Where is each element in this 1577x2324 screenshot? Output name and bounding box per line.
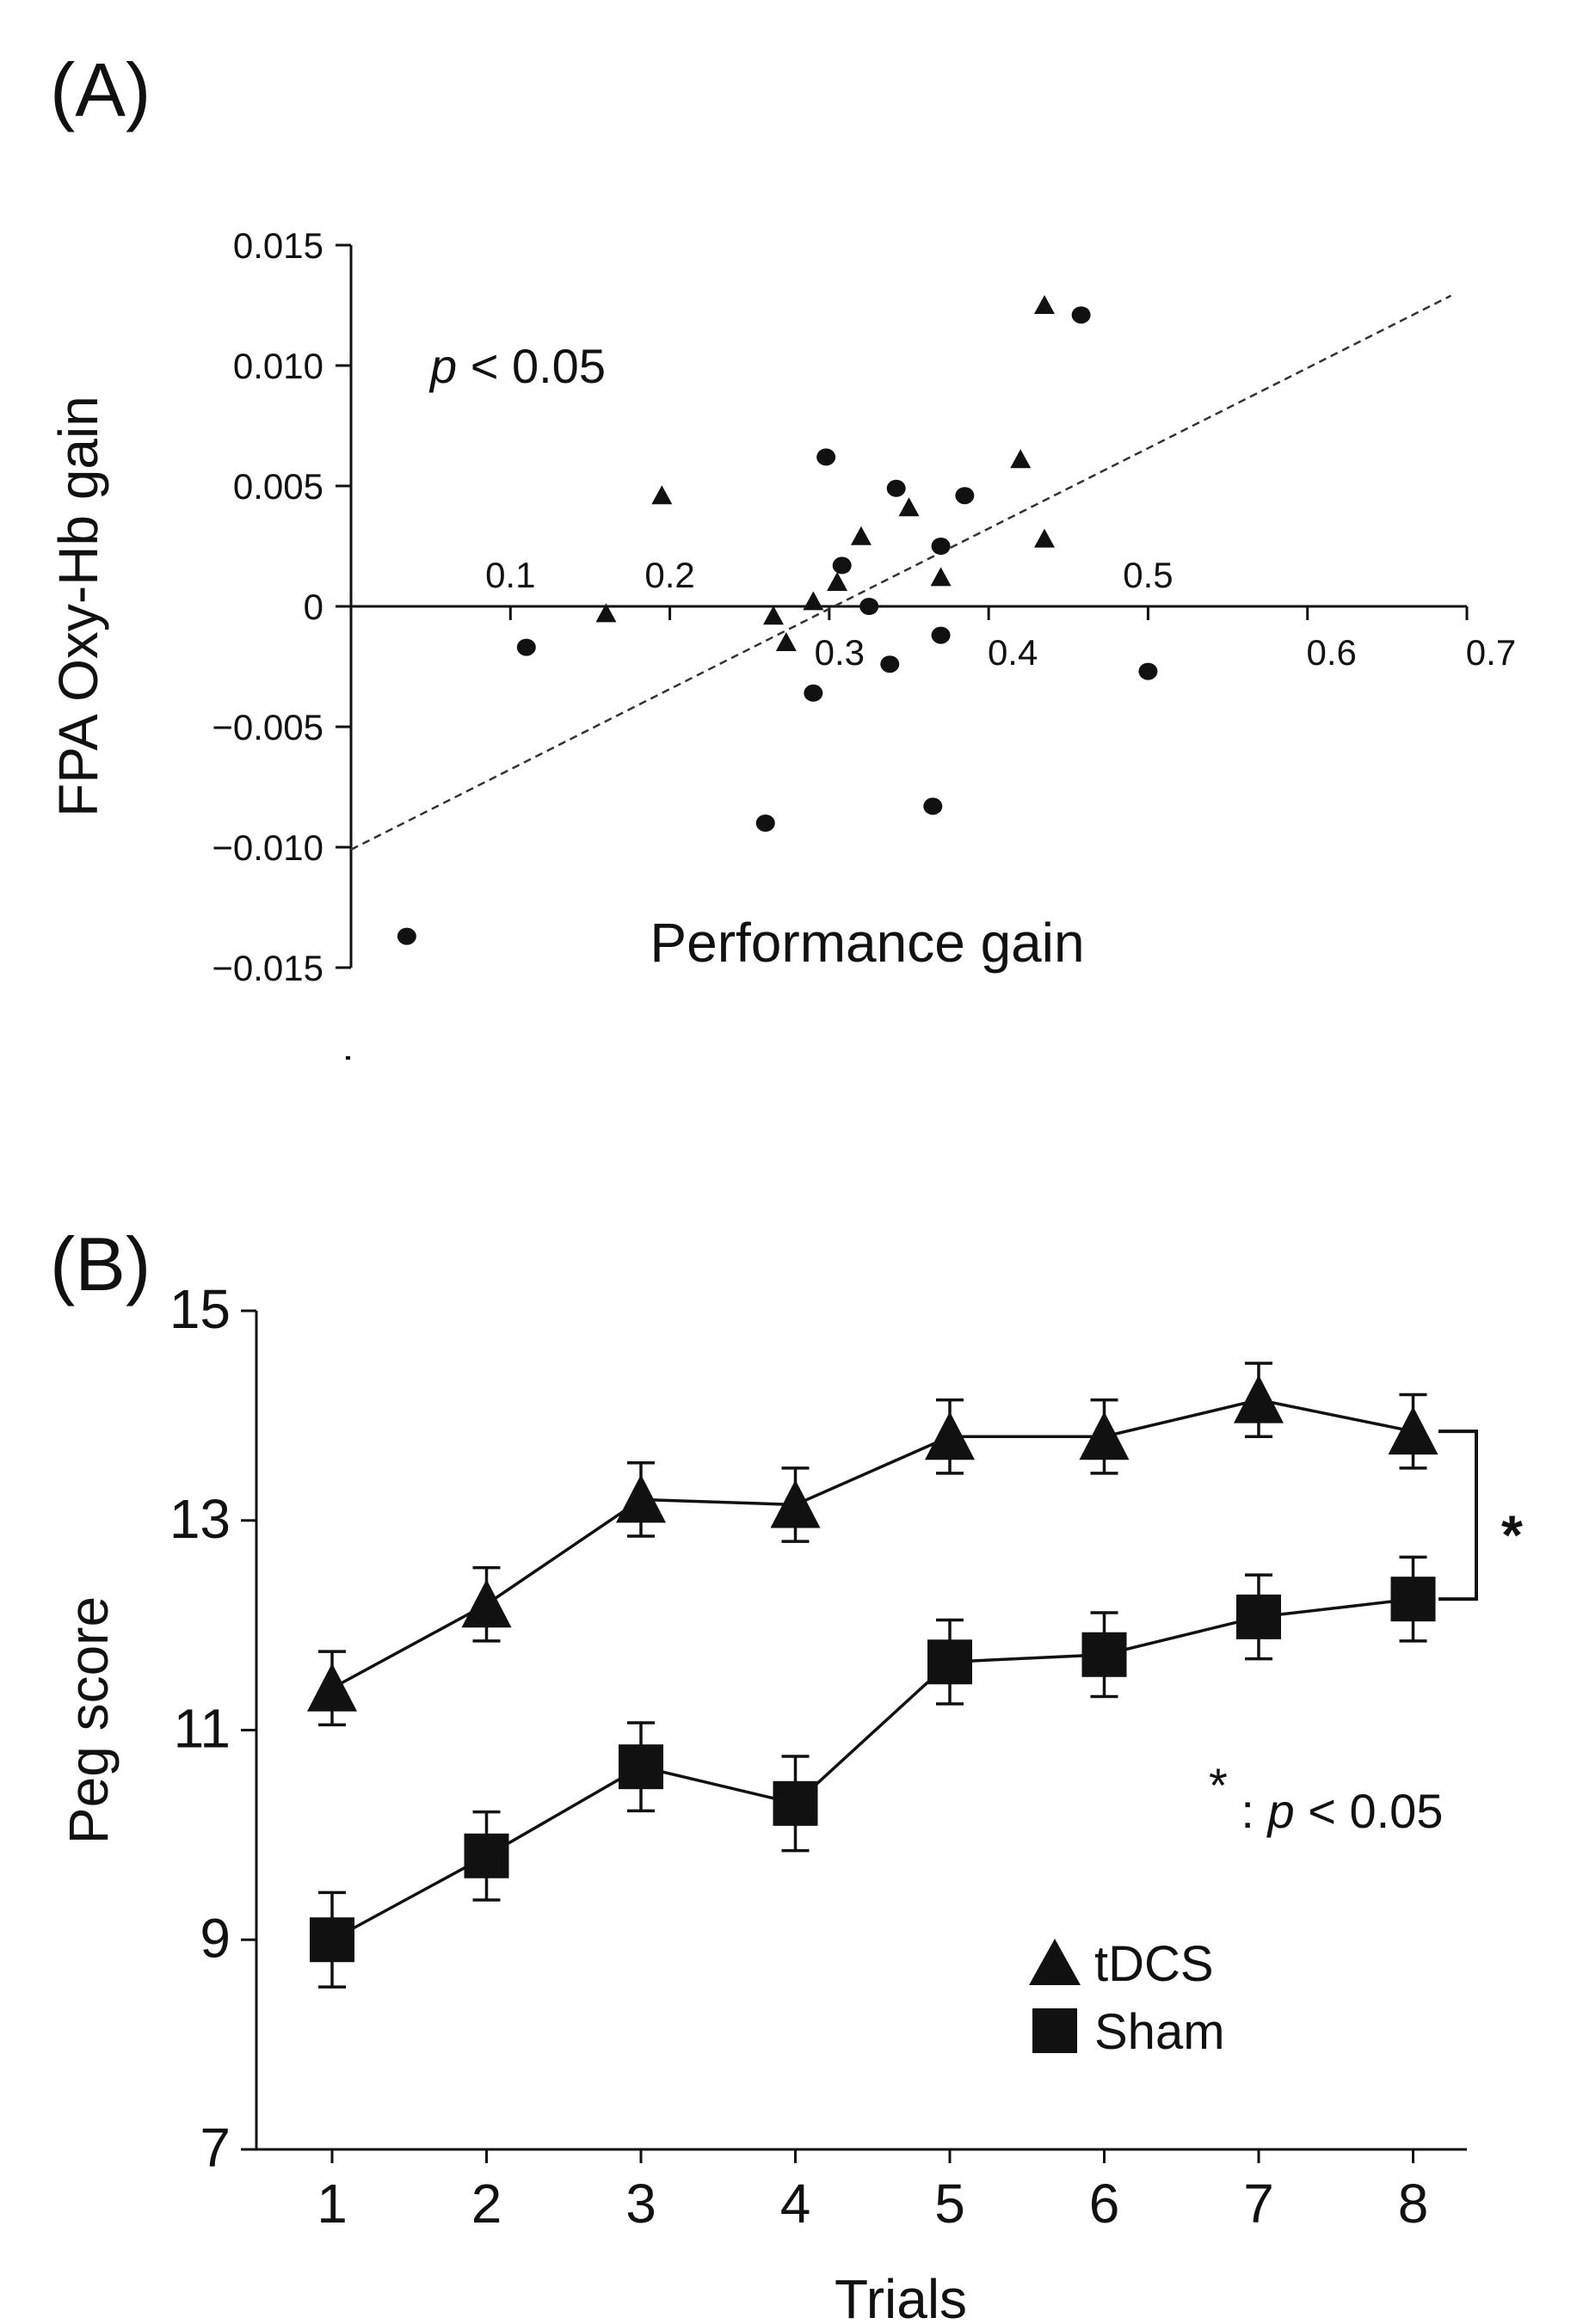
panel-a-circle-point — [755, 815, 775, 832]
panel-b-series — [307, 1362, 1438, 1989]
panel-a-circle-point — [955, 487, 975, 505]
panel-b-triangle-point — [307, 1663, 357, 1712]
panel-a-circle-point — [397, 927, 416, 945]
panel-b-y-tick-label: 9 — [200, 1907, 231, 1969]
panel-a-circle-point — [923, 797, 943, 815]
panel-a-y-tick-label: −0.010 — [212, 827, 323, 868]
panel-b-significance: * * : p < 0.05 — [1209, 1429, 1523, 1838]
panel-a-triangle-point — [803, 591, 824, 611]
panel-b-triangle-point — [461, 1579, 512, 1628]
panel-a-circle-point — [832, 556, 852, 575]
panel-b-triangle-point — [1079, 1411, 1130, 1460]
legend-label-sham: Sham — [1094, 2004, 1225, 2060]
panel-a-x-axis-title: Performance gain — [650, 912, 1084, 974]
legend-marker-sham — [1032, 2008, 1077, 2053]
panel-a-triangle-point — [763, 606, 785, 625]
panel-b-y-tick-label: 13 — [169, 1488, 231, 1550]
panel-a-scatter: (A) 0.0150.0100.0050−0.005−0.010−0.0150.… — [47, 47, 1516, 1060]
panel-b-x-tick-label: 5 — [934, 2173, 965, 2235]
panel-a-triangle-point — [850, 526, 872, 545]
panel-b-x-tick-label: 2 — [471, 2173, 502, 2235]
panel-b-axes — [255, 1311, 1467, 2151]
legend-marker-tdcs — [1029, 1939, 1081, 1985]
panel-a-regression — [350, 294, 1452, 851]
panel-b-y-axis-title: Peg score — [58, 1596, 120, 1844]
panel-a-triangle-point — [1033, 528, 1055, 548]
significance-star: * — [1501, 1504, 1523, 1566]
panel-a-triangle-point — [827, 572, 848, 591]
panel-a-x-tick-label: 0.5 — [1123, 555, 1173, 595]
panel-a-x-tick-label: 0.1 — [485, 555, 535, 595]
panel-a-triangle-point — [898, 497, 920, 517]
panel-a-y-tick-label: 0.015 — [233, 225, 323, 266]
panel-a-triangle-point — [1010, 449, 1032, 469]
panel-a-points — [397, 295, 1158, 945]
panel-a-circle-point — [516, 638, 536, 656]
panel-b-x-tick-label: 8 — [1398, 2173, 1429, 2235]
panel-b-triangle-point — [1234, 1374, 1284, 1423]
panel-b-square-point — [1236, 1594, 1281, 1639]
panel-b-y-tick-label: 15 — [169, 1278, 231, 1340]
panel-a-y-axis-title: FPA Oxy-Hb gain — [47, 396, 109, 817]
panel-a-stray-dot — [346, 1056, 350, 1060]
panel-b-square-point — [927, 1639, 972, 1685]
panel-a-x-tick-label: 0.7 — [1466, 632, 1516, 673]
panel-b-triangle-point — [925, 1411, 975, 1460]
panel-b-y-tick-label: 7 — [200, 2117, 231, 2179]
panel-a-circle-point — [816, 448, 836, 466]
panel-a-circle-point — [1071, 306, 1091, 324]
panel-b-y-tick-label: 11 — [174, 1698, 231, 1760]
panel-b-x-tick-label: 4 — [780, 2173, 811, 2235]
panel-b-series-line — [331, 1597, 1414, 1941]
panel-a-triangle-point — [1033, 295, 1055, 314]
panel-a-circle-point — [1138, 662, 1158, 680]
panel-b-square-point — [1390, 1577, 1436, 1622]
panel-b-square-point — [464, 1833, 509, 1878]
panel-b-triangle-point — [770, 1479, 821, 1528]
panel-a-circle-point — [931, 626, 951, 644]
panel-a-y-tick-label: 0 — [304, 587, 323, 627]
panel-a-x-tick-label: 0.3 — [815, 632, 865, 673]
panel-a-circle-point — [804, 684, 823, 702]
panel-a-y-tick-label: −0.005 — [212, 707, 323, 747]
panel-b-ticks: 15 13 11 9 7 1 2 3 4 5 6 7 8 — [169, 1278, 1428, 2235]
panel-b-x-tick-label: 7 — [1243, 2173, 1274, 2235]
panel-a-triangle-point — [595, 603, 617, 623]
panel-a-circle-point — [931, 538, 951, 555]
panel-a-label: (A) — [50, 47, 151, 132]
panel-b-x-tick-label: 6 — [1089, 2173, 1120, 2235]
panel-a-y-tick-label: 0.010 — [233, 346, 323, 386]
panel-b-x-tick-label: 1 — [317, 2173, 348, 2235]
panel-b-line: (B) 15 13 11 9 7 1 2 3 4 5 6 7 8 * * : p < 0.05 tDCS… — [50, 1221, 1523, 2324]
panel-b-x-axis-title: Trials — [835, 2268, 967, 2324]
panel-a-circle-point — [886, 479, 906, 497]
panel-b-series-line — [331, 1398, 1414, 1690]
panel-a-x-tick-label: 0.6 — [1307, 632, 1357, 673]
panel-a-triangle-point — [775, 632, 797, 651]
panel-b-label: (B) — [50, 1221, 151, 1306]
panel-b-square-point — [773, 1780, 818, 1826]
panel-a-circle-point — [859, 598, 879, 615]
significance-bracket — [1438, 1429, 1478, 1602]
panel-a-triangle-point — [651, 485, 673, 505]
panel-a-x-tick-label: 0.4 — [988, 632, 1038, 673]
panel-a-p-annotation: p < 0.05 — [428, 339, 606, 393]
panel-b-triangle-point — [616, 1474, 666, 1523]
panel-a-regression-line — [350, 294, 1452, 851]
panel-b-square-point — [1081, 1632, 1127, 1677]
panel-a-ticks: 0.015 0.010 0.005 0 −0.005 −0.010 −0.015 0.1 0.2… — [212, 225, 1516, 988]
panel-b-square-point — [310, 1917, 354, 1963]
panel-b-x-tick-label: 3 — [625, 2173, 656, 2235]
panel-b-triangle-point — [1388, 1406, 1438, 1455]
legend-label-tdcs: tDCS — [1094, 1936, 1214, 1992]
panel-b-square-point — [619, 1744, 663, 1790]
panel-a-y-tick-label: −0.015 — [212, 948, 323, 988]
panel-b-legend: tDCS Sham — [1029, 1936, 1225, 2060]
significance-note: * : p < 0.05 — [1209, 1758, 1443, 1838]
panel-a-triangle-point — [930, 567, 952, 587]
panel-a-y-tick-label: 0.005 — [233, 466, 323, 507]
panel-a-circle-point — [880, 655, 900, 673]
panel-a-x-tick-label: 0.2 — [644, 555, 694, 595]
